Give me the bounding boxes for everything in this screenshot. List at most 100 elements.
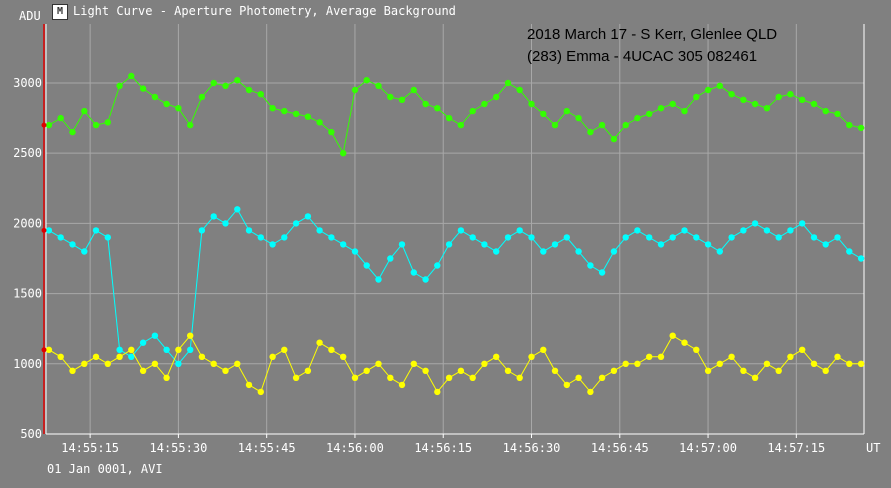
data-point [316, 339, 323, 346]
data-point [751, 220, 759, 227]
light-curve-app-icon[interactable]: M [52, 4, 68, 20]
data-point [434, 105, 441, 112]
data-point [787, 91, 794, 98]
data-point [704, 86, 712, 94]
data-point [410, 269, 417, 276]
data-point [363, 262, 370, 269]
data-point [340, 241, 347, 248]
data-point [234, 360, 241, 367]
data-point [257, 91, 264, 98]
data-point [799, 346, 806, 353]
data-point [116, 346, 123, 353]
data-point [857, 360, 865, 367]
data-point [693, 93, 700, 101]
data-point [551, 241, 559, 248]
data-point [528, 100, 535, 108]
data-point [81, 248, 88, 255]
data-point [163, 100, 170, 108]
data-point [516, 227, 523, 234]
data-point [799, 96, 806, 104]
data-point [551, 121, 559, 129]
data-point [292, 374, 300, 381]
window-title: Light Curve - Aperture Photometry, Avera… [73, 4, 456, 18]
data-point [222, 367, 229, 374]
data-point [139, 85, 147, 92]
data-point [387, 93, 394, 101]
y-tick-label: 2000 [13, 216, 42, 230]
data-point [104, 119, 112, 126]
data-point [504, 367, 512, 374]
data-point [787, 227, 794, 234]
x-tick-label: 14:56:45 [591, 441, 649, 455]
data-point [469, 107, 476, 115]
data-point [292, 220, 300, 227]
data-point [151, 93, 159, 101]
data-point [410, 360, 417, 367]
data-point [575, 114, 582, 122]
data-point [493, 248, 500, 255]
data-point [151, 360, 159, 367]
data-point [175, 105, 182, 112]
data-point [351, 374, 359, 381]
data-point [128, 353, 135, 360]
data-point [281, 234, 288, 241]
data-point [822, 241, 829, 248]
data-point [457, 121, 465, 129]
data-point [740, 367, 747, 374]
data-point [646, 234, 653, 241]
y-tick-label: 3000 [13, 76, 42, 90]
y-axis-label: ADU [19, 9, 41, 23]
data-point [281, 107, 288, 115]
data-point [716, 360, 723, 367]
x-tick-label: 14:55:45 [238, 441, 296, 455]
data-point [175, 360, 182, 367]
data-point [493, 353, 500, 360]
chart-annotation: (283) Emma - 4UCAC 305 082461 [527, 48, 757, 65]
data-point [610, 135, 618, 143]
data-point [540, 346, 547, 353]
data-point [587, 388, 594, 396]
data-point [198, 353, 206, 360]
data-point [834, 353, 841, 360]
data-point [634, 114, 641, 122]
data-point [481, 100, 488, 108]
data-point [234, 206, 241, 213]
data-point [693, 234, 700, 241]
data-point [810, 234, 818, 241]
data-point [846, 360, 853, 367]
y-tick-label: 500 [20, 427, 42, 441]
data-point [775, 367, 782, 374]
data-point [281, 346, 288, 353]
data-point [810, 360, 818, 367]
data-point [799, 220, 806, 227]
data-point [139, 339, 147, 346]
data-point [375, 82, 382, 90]
data-point [657, 105, 665, 112]
data-point [681, 227, 688, 234]
data-point [104, 234, 112, 241]
data-point [210, 79, 217, 87]
data-point [245, 86, 253, 94]
data-point [516, 374, 523, 381]
data-point [563, 381, 570, 389]
data-point [234, 77, 241, 84]
cursor-marker [41, 347, 47, 353]
data-point [481, 241, 488, 248]
data-point [445, 241, 453, 248]
data-point [834, 110, 841, 118]
data-point [598, 374, 606, 381]
data-point [328, 128, 335, 136]
data-point [257, 234, 264, 241]
data-point [45, 346, 53, 353]
data-point [151, 332, 159, 339]
x-tick-label: 14:56:15 [414, 441, 472, 455]
x-tick-label: 14:56:30 [503, 441, 561, 455]
data-point [422, 100, 429, 108]
series-line [48, 334, 862, 393]
data-point [45, 227, 53, 234]
data-point [846, 121, 853, 129]
data-point [410, 86, 417, 94]
y-tick-label: 1500 [13, 287, 42, 301]
data-point [445, 114, 453, 122]
